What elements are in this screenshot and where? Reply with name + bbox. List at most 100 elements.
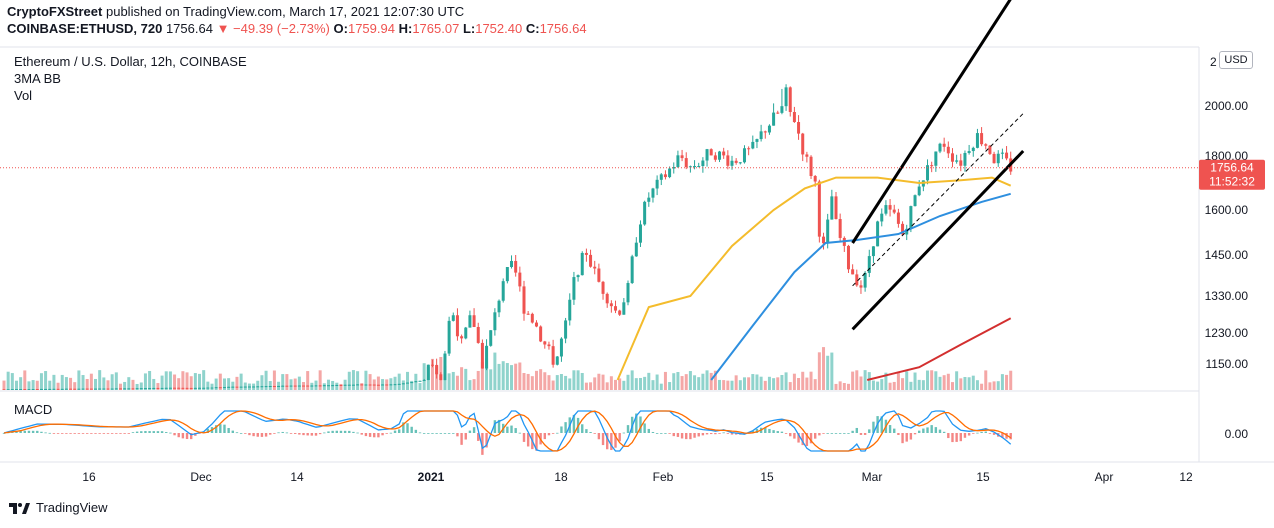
macd-histogram-bar: [988, 433, 992, 434]
volume-bar: [909, 381, 913, 390]
macd-histogram-bar: [834, 433, 838, 434]
volume-bar: [260, 375, 264, 390]
publisher-name[interactable]: CryptoFXStreet: [7, 4, 103, 19]
volume-bar: [742, 377, 746, 390]
candle-body: [326, 385, 330, 387]
candle-body: [127, 388, 131, 390]
candle-body: [813, 176, 817, 182]
volume-bar: [834, 383, 838, 390]
macd-histogram-bar: [40, 431, 43, 433]
indicator-bb[interactable]: 3MA BB: [14, 71, 61, 86]
candle-body: [185, 387, 189, 389]
volume-bar: [189, 376, 193, 390]
candle-body: [593, 266, 597, 269]
macd-histogram-bar: [165, 432, 168, 433]
macd-histogram-bar: [672, 433, 675, 437]
volume-bar: [356, 371, 360, 390]
volume-bar: [231, 381, 235, 390]
currency-button[interactable]: USD: [1219, 51, 1253, 69]
volume-bar: [526, 373, 530, 390]
candle-body: [123, 388, 127, 390]
price-tag-value: 1756.64: [1210, 161, 1254, 175]
footer[interactable]: TradingView: [8, 500, 108, 515]
volume-bar: [784, 372, 788, 390]
volume-bar: [476, 370, 480, 390]
candle-body: [838, 219, 842, 238]
price-tick-label: 1230.00: [1205, 326, 1249, 340]
price-tick-label: 1800.00: [1205, 149, 1249, 163]
volume-bar: [534, 370, 538, 390]
macd-histogram-bar: [422, 433, 426, 434]
macd-histogram-bar: [464, 433, 467, 440]
volume-bar: [713, 370, 717, 390]
macd-histogram-bar: [888, 425, 892, 433]
volume-bar: [44, 371, 48, 390]
macd-histogram-bar: [86, 433, 89, 434]
volume-bar: [480, 361, 484, 390]
candle-body: [48, 388, 52, 390]
volume-bar: [668, 382, 672, 390]
volume-bar: [905, 371, 909, 390]
open-value: 1759.94: [347, 21, 395, 36]
price-tick-label: 2: [1210, 55, 1217, 69]
candle-body: [110, 388, 114, 390]
volume-bar: [281, 374, 285, 390]
macd-histogram-bar: [194, 433, 197, 436]
volume-bar: [293, 378, 297, 390]
candle-body: [19, 389, 23, 390]
volume-bar: [992, 381, 996, 390]
volume-bar: [772, 378, 776, 390]
macd-histogram-bar: [198, 433, 201, 434]
macd-label[interactable]: MACD: [14, 402, 53, 417]
macd-histogram-bar: [181, 433, 185, 439]
volume-bar: [127, 377, 131, 390]
candle-body: [909, 206, 913, 229]
candle-body: [476, 326, 480, 343]
macd-histogram-bar: [905, 433, 908, 442]
macd-histogram-bar: [327, 431, 330, 433]
macd-histogram-bar: [930, 425, 933, 433]
candle-body: [530, 313, 534, 323]
indicator-vol[interactable]: Vol: [14, 88, 33, 103]
macd-histogram-bar: [635, 413, 638, 433]
candle-body: [705, 149, 709, 161]
volume-bar: [118, 383, 122, 390]
volume-bar: [564, 375, 568, 390]
published-text: published on TradingView.com, March 17, …: [105, 4, 465, 19]
volume-bar: [863, 370, 867, 390]
macd-histogram-bar: [393, 430, 397, 433]
macd-histogram-bar: [235, 432, 239, 434]
macd-histogram-bar: [506, 426, 509, 433]
macd-histogram-bar: [447, 433, 451, 434]
macd-histogram-bar: [360, 433, 363, 435]
candle-body: [285, 385, 289, 387]
candle-body: [722, 151, 726, 156]
volume-bar: [593, 377, 597, 390]
volume-bar: [185, 372, 189, 390]
volume-bar: [347, 371, 351, 390]
candle-body: [297, 385, 301, 387]
price-tag-box: [1199, 159, 1265, 190]
macd-histogram-bar: [98, 433, 101, 434]
candle-body: [60, 388, 64, 390]
volume-bar: [555, 375, 559, 390]
macd-histogram-bar: [402, 422, 405, 433]
candle-body: [709, 149, 713, 156]
open-label: O:: [333, 21, 348, 36]
macd-histogram-bar: [252, 433, 255, 437]
volume-bar: [576, 370, 580, 390]
volume-bar: [859, 376, 863, 390]
candle-body: [85, 388, 89, 390]
volume-bar: [206, 381, 210, 390]
volume-bar: [497, 363, 501, 390]
candle-body: [410, 382, 414, 384]
time-tick-label: 12: [1179, 470, 1193, 484]
volume-bar: [896, 371, 900, 390]
volume-bar: [489, 369, 493, 390]
macd-histogram-bar: [48, 432, 51, 434]
candle-body: [801, 133, 805, 155]
macd-histogram-bar: [901, 433, 904, 444]
candle-body: [901, 223, 905, 235]
candle-body: [389, 384, 393, 386]
